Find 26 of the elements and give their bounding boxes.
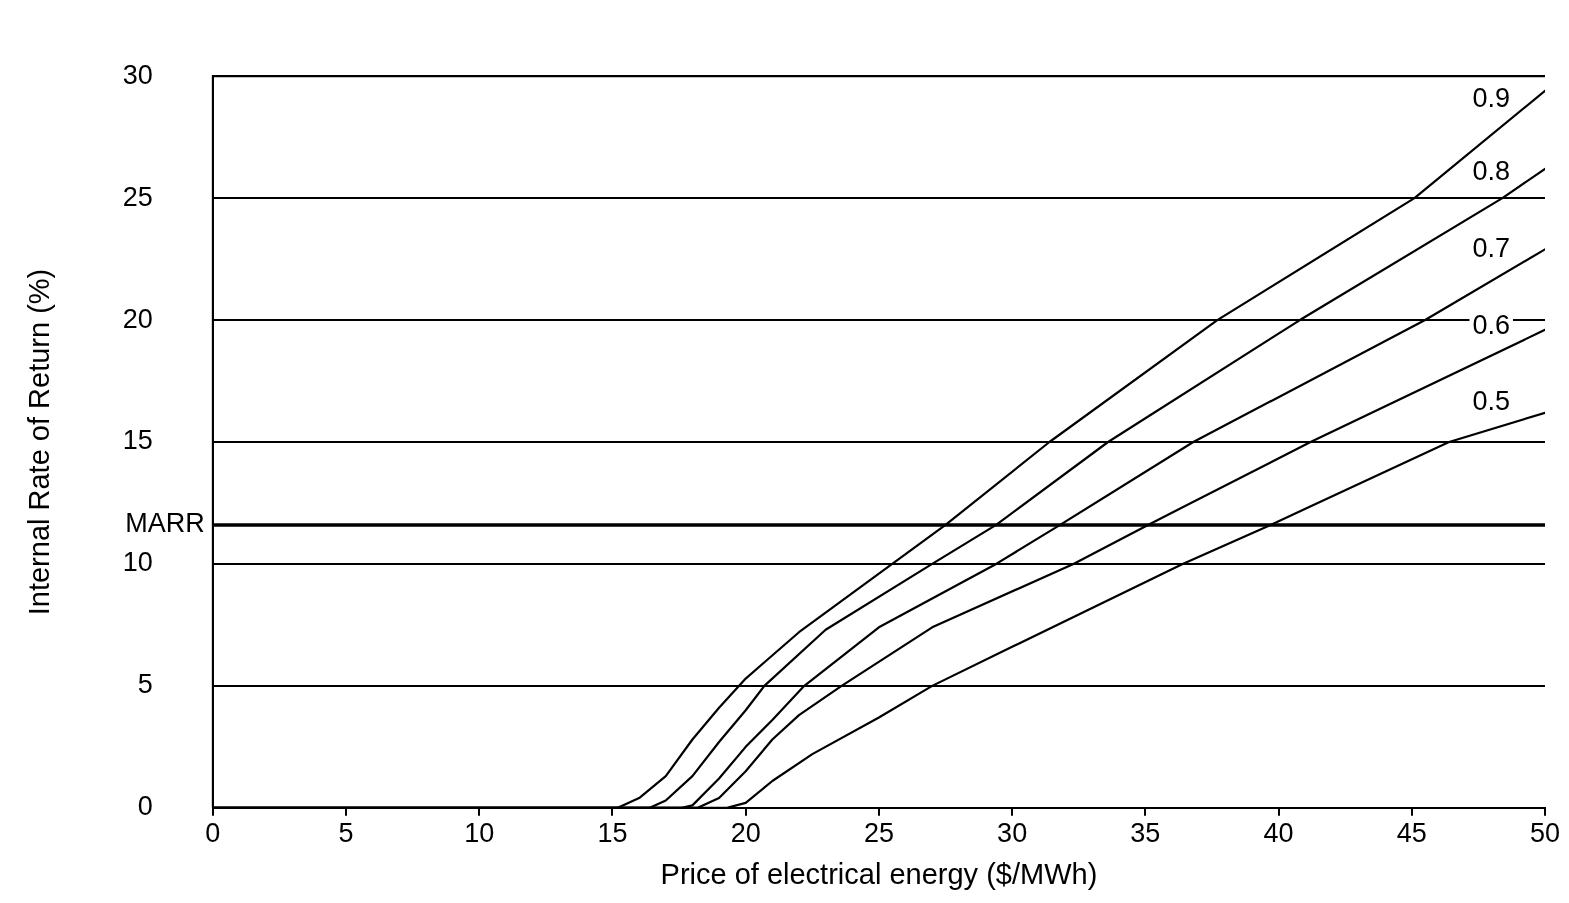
y-tick-label: 10 — [122, 547, 153, 578]
series-label: 0.8 — [1472, 155, 1510, 186]
y-tick-label: 20 — [122, 303, 153, 334]
x-tick-label: 40 — [1263, 818, 1294, 849]
y-tick-label: 15 — [122, 425, 153, 456]
x-tick-label: 30 — [997, 818, 1028, 849]
x-tick-label: 15 — [597, 818, 628, 849]
series-label: 0.6 — [1472, 309, 1510, 340]
y-tick-label: 25 — [122, 181, 153, 212]
x-tick-label: 10 — [464, 818, 495, 849]
x-axis-title: Price of electrical energy ($/MWh) — [660, 857, 1098, 890]
x-tick-label: 50 — [1529, 818, 1561, 849]
series-label: 0.7 — [1472, 232, 1510, 263]
series-label: 0.9 — [1472, 82, 1510, 113]
x-tick-label: 45 — [1396, 818, 1427, 849]
x-tick-label: 35 — [1130, 818, 1161, 849]
y-tick-label: 30 — [122, 59, 153, 90]
y-tick-label: 0 — [137, 791, 153, 822]
x-tick-label: 5 — [338, 818, 354, 849]
x-tick-label: 20 — [730, 818, 761, 849]
y-tick-label: 5 — [137, 669, 153, 700]
series-label: 0.5 — [1472, 386, 1510, 417]
ref-line-label: MARR — [125, 508, 205, 539]
x-tick-label: 0 — [205, 818, 221, 849]
x-tick-label: 25 — [863, 818, 894, 849]
y-axis-title: Internal Rate of Return (%) — [23, 268, 56, 616]
